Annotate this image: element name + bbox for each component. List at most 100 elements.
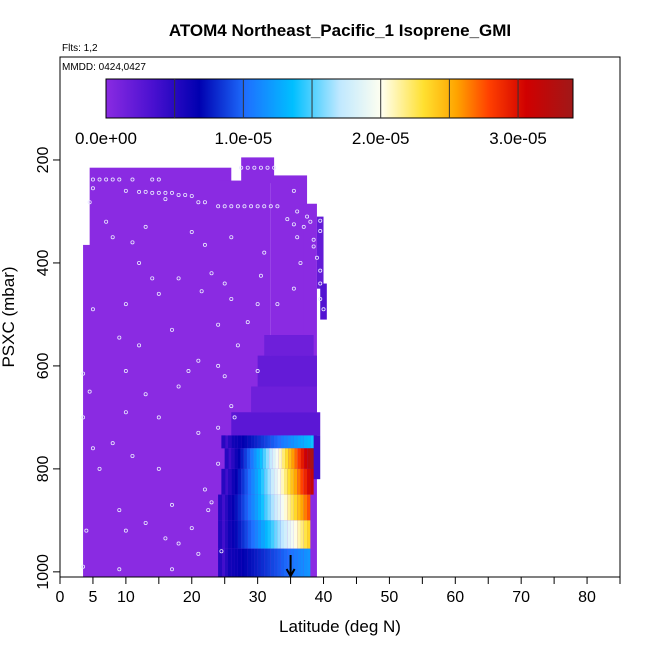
heatmap-cell (297, 435, 301, 449)
observation-point (318, 281, 323, 286)
heatmap-cell (280, 468, 284, 495)
heatmap-cell (224, 435, 228, 449)
heatmap-cell (293, 494, 298, 521)
colorbar-tick-label: 0.0e+00 (75, 129, 137, 148)
colorbar-ticks: 0.0e+00 1.0e-05 2.0e-05 3.0e-05 (75, 79, 547, 148)
observation-point (123, 369, 128, 374)
heatmap-cell (285, 448, 289, 469)
heatmap-cell (300, 468, 304, 495)
observation-point (199, 289, 204, 294)
observation-point (183, 192, 188, 197)
observation-point (163, 197, 168, 202)
heatmap-cell (293, 520, 298, 549)
observation-point (258, 273, 263, 278)
x-tick-label: 80 (578, 589, 596, 606)
heatmap-cell (218, 520, 223, 549)
heatmap-cell (270, 548, 275, 577)
heatmap-cell (297, 468, 301, 495)
y-tick-label: 800 (35, 455, 52, 482)
heatmap-cell (259, 448, 263, 469)
heatmap-cell (316, 216, 324, 289)
heatmap-cell (297, 520, 301, 549)
heatmap-cell (257, 355, 317, 387)
heatmap-cell (284, 468, 288, 495)
observation-point (169, 327, 174, 332)
colorbar-tick-label: 1.0e-05 (215, 129, 273, 148)
heatmap-cell (274, 468, 278, 495)
observation-point (318, 218, 323, 223)
observation-point (235, 204, 240, 209)
y-tick-label: 1000 (35, 554, 52, 590)
heatmap-cell (303, 468, 308, 495)
latitude-marker (285, 555, 296, 579)
observation-point (301, 224, 306, 229)
heatmap-cell (280, 435, 284, 449)
heatmap-cell (278, 448, 282, 469)
observation-point (143, 224, 148, 229)
observation-point (176, 276, 181, 281)
observation-point (202, 487, 207, 492)
heatmap-cell (300, 548, 304, 577)
observation-point (311, 244, 316, 249)
observation-point (90, 446, 95, 451)
observation-point (291, 286, 296, 291)
x-axis-title: Latitude (deg N) (279, 617, 401, 636)
observation-point (196, 430, 201, 435)
heatmap-cell (310, 435, 321, 480)
observation-point (156, 415, 161, 420)
heatmap-cell (241, 548, 245, 577)
observation-point (169, 567, 174, 572)
heatmap-cell (224, 468, 228, 495)
heatmap-cell (227, 448, 232, 469)
observation-point (143, 189, 148, 194)
heatmap-cell (297, 448, 301, 469)
observation-point (222, 281, 227, 286)
heatmap-cell (277, 468, 281, 495)
observation-point (87, 389, 92, 394)
heatmap-cell (257, 520, 261, 549)
heatmap-cell (294, 448, 298, 469)
dates-note: MMDD: 0424,0427 (62, 62, 146, 73)
observation-point (202, 242, 207, 247)
heatmap-cell (277, 494, 281, 521)
heatmap-cell (290, 494, 294, 521)
heatmap-cell (270, 494, 275, 521)
observation-point (156, 466, 161, 471)
heatmap-cell (224, 494, 228, 521)
heatmap-cell (234, 548, 238, 577)
observation-point (242, 204, 247, 209)
heatmap-cell (260, 520, 265, 549)
heatmap-cell (290, 520, 294, 549)
heatmap-cell (284, 548, 288, 577)
heatmap-cell (277, 520, 281, 549)
heatmap-cell (287, 435, 291, 449)
x-tick-label: 5 (88, 589, 97, 606)
observation-point (235, 343, 240, 348)
heatmap-cell (221, 548, 225, 577)
heatmap-cell (287, 520, 291, 549)
heatmap-cell (287, 548, 291, 577)
heatmap-cell (254, 520, 258, 549)
heatmap-cell (228, 548, 232, 577)
observation-point (265, 165, 270, 170)
y-tick-label: 400 (35, 249, 52, 276)
heatmap-cell (284, 435, 288, 449)
heatmap-cell (234, 468, 238, 495)
heatmap-cells (83, 157, 327, 577)
heatmap-cell (267, 520, 271, 549)
heatmap-cell (237, 448, 241, 469)
heatmap-cell (277, 435, 281, 449)
heatmap-cell (260, 435, 265, 449)
heatmap-cell (290, 468, 294, 495)
observation-point (209, 500, 214, 505)
heatmap-cell (267, 494, 271, 521)
heatmap-cell (234, 520, 238, 549)
observation-point (110, 177, 115, 182)
observation-point (123, 410, 128, 415)
observation-point (169, 190, 174, 195)
observation-point (110, 441, 115, 446)
observation-point (81, 371, 86, 376)
heatmap-cell (284, 520, 288, 549)
heatmap-cell (241, 520, 245, 549)
heatmap-cell (310, 435, 314, 449)
